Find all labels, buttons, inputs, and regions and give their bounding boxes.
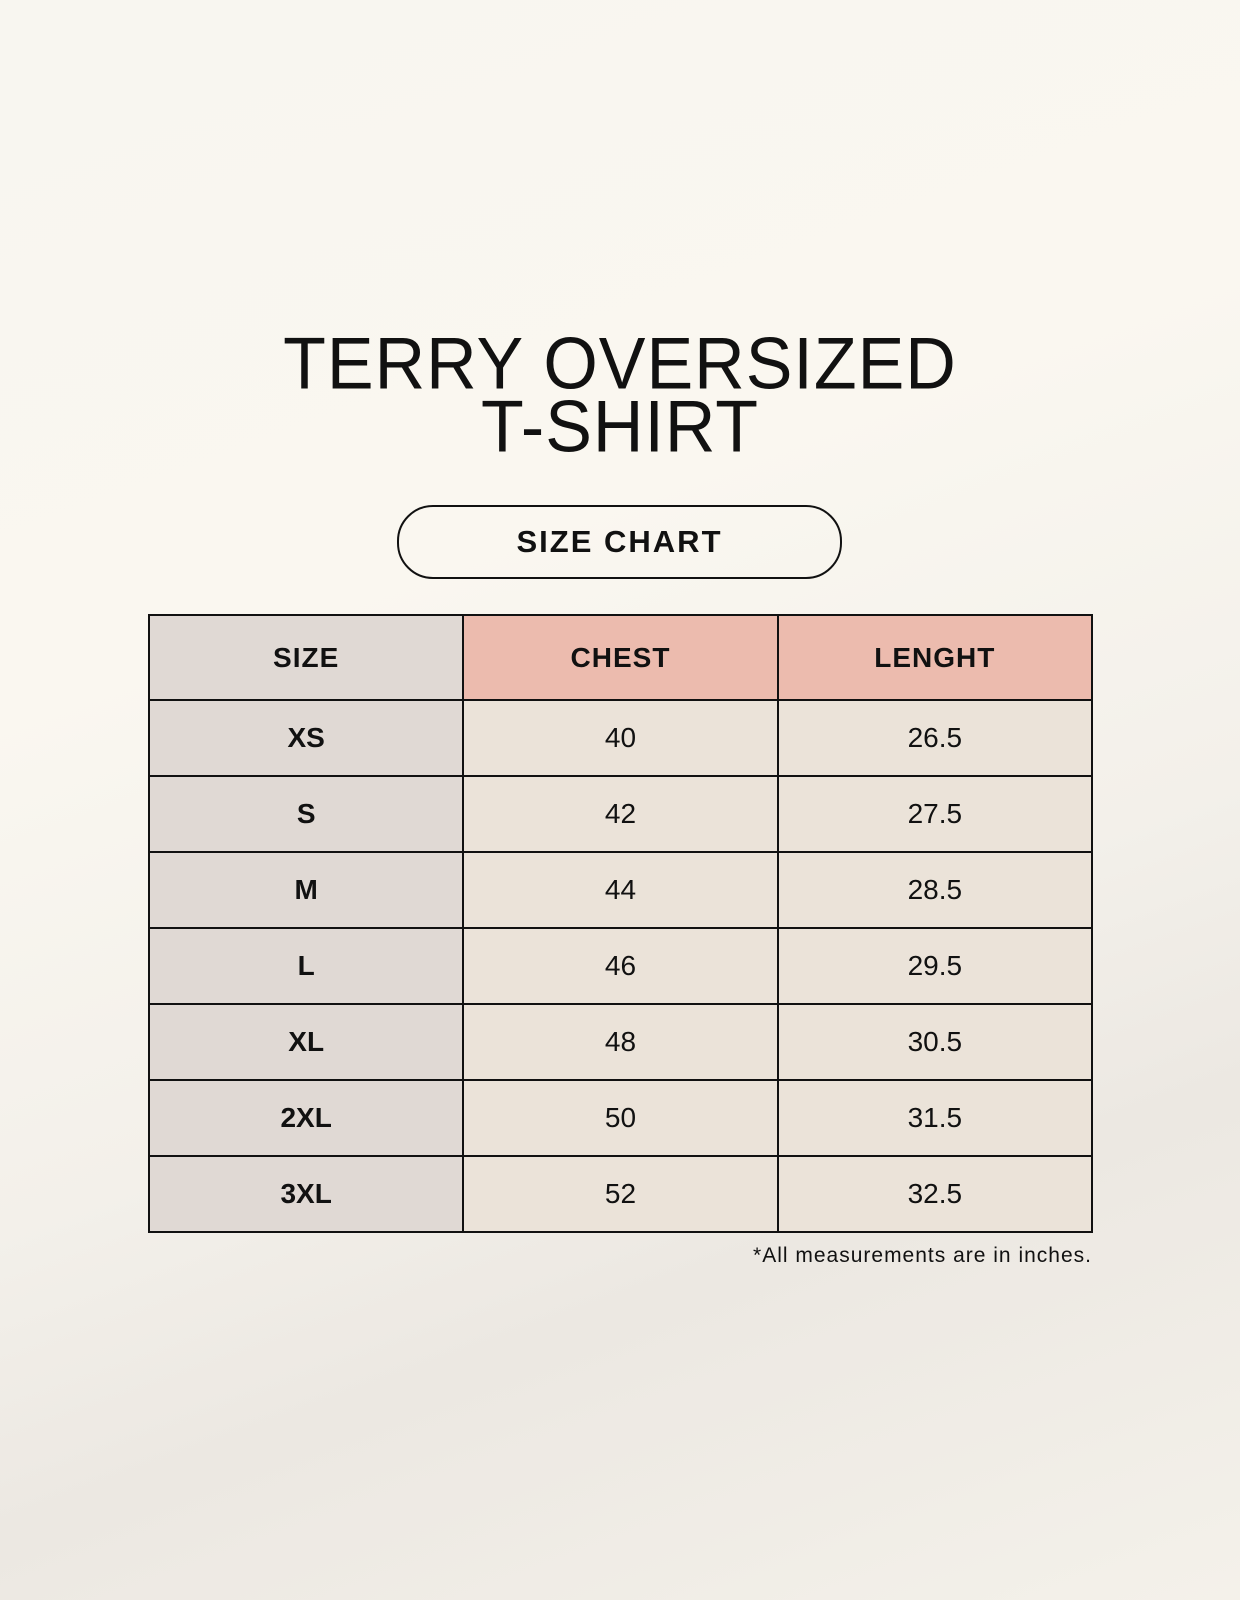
cell-length: 28.5 — [776, 851, 1094, 929]
page-title: TERRY OVERSIZED T-SHIRT — [0, 322, 1240, 468]
size-chart-label: SIZE CHART — [397, 505, 842, 579]
table-row: XS 40 26.5 — [147, 699, 1094, 777]
cell-length: 26.5 — [776, 699, 1094, 777]
table-row: L 46 29.5 — [147, 927, 1094, 1005]
table-row: 3XL 52 32.5 — [147, 1155, 1094, 1233]
cell-size: S — [147, 775, 465, 853]
cell-chest: 50 — [462, 1079, 779, 1157]
cell-size: M — [147, 851, 465, 929]
header-size: SIZE — [147, 614, 465, 701]
cell-size: 2XL — [147, 1079, 465, 1157]
size-table: SIZE CHEST LENGHT XS 40 26.5 S 42 27.5 M 44 28.5… — [147, 614, 1094, 1233]
cell-size: L — [147, 927, 465, 1005]
cell-size: XS — [147, 699, 465, 777]
cell-chest: 42 — [462, 775, 779, 853]
cell-chest: 52 — [462, 1155, 779, 1233]
table-row: S 42 27.5 — [147, 775, 1094, 853]
cell-chest: 46 — [462, 927, 779, 1005]
cell-size: XL — [147, 1003, 465, 1081]
cell-length: 30.5 — [776, 1003, 1094, 1081]
header-chest: CHEST — [462, 614, 779, 701]
cell-length: 31.5 — [776, 1079, 1094, 1157]
cell-size: 3XL — [147, 1155, 465, 1233]
table-row: M 44 28.5 — [147, 851, 1094, 929]
cell-length: 32.5 — [776, 1155, 1094, 1233]
table-row: 2XL 50 31.5 — [147, 1079, 1094, 1157]
cell-chest: 48 — [462, 1003, 779, 1081]
cell-chest: 44 — [462, 851, 779, 929]
table-header-row: SIZE CHEST LENGHT — [147, 614, 1094, 701]
cell-length: 27.5 — [776, 775, 1094, 853]
cell-chest: 40 — [462, 699, 779, 777]
footnote: *All measurements are in inches. — [753, 1244, 1092, 1267]
header-length: LENGHT — [776, 614, 1094, 701]
table-row: XL 48 30.5 — [147, 1003, 1094, 1081]
cell-length: 29.5 — [776, 927, 1094, 1005]
title-line-2: T-SHIRT — [481, 385, 759, 468]
title-line-1: TERRY OVERSIZED — [283, 322, 957, 405]
